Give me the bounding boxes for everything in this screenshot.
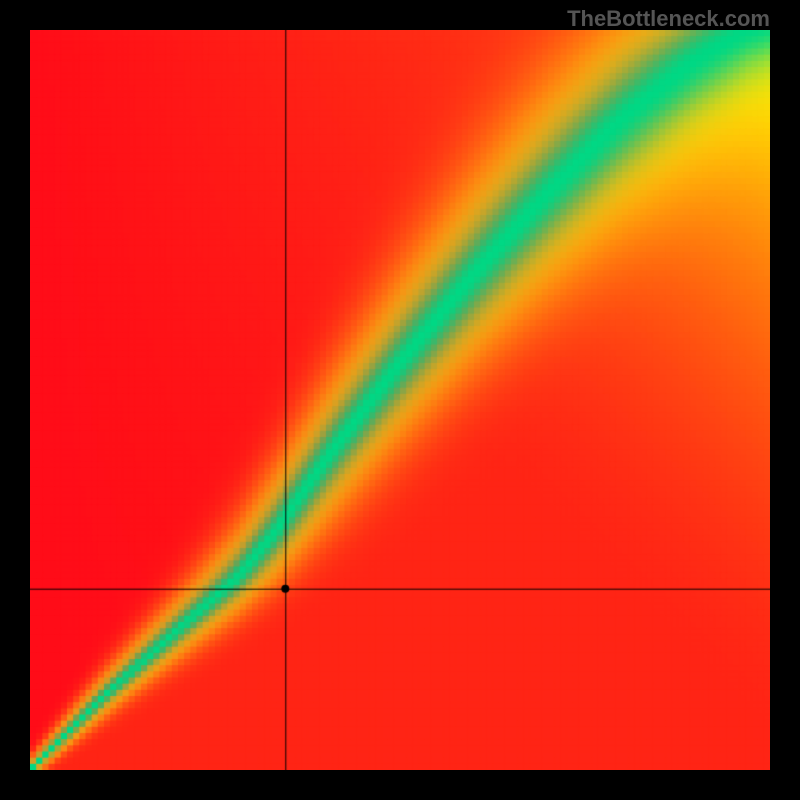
bottleneck-heatmap (30, 30, 770, 770)
watermark-text: TheBottleneck.com (567, 6, 770, 32)
chart-container: TheBottleneck.com (0, 0, 800, 800)
